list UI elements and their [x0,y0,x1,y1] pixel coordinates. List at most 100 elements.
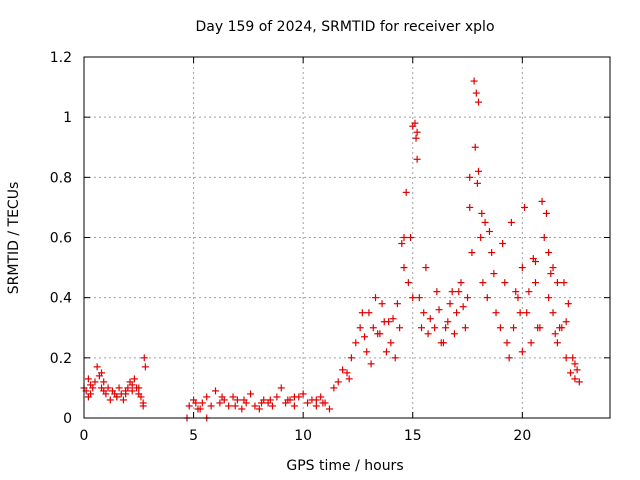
data-point [422,264,430,272]
data-point [251,402,259,410]
grid-lines [84,57,610,418]
data-point [396,324,404,332]
data-point [312,402,320,410]
data-point [91,378,99,386]
data-point [212,387,219,395]
data-point [455,288,463,296]
y-tick-label: 0.6 [50,231,72,247]
data-point [382,348,390,356]
data-point [475,167,482,175]
data-point [135,384,143,392]
data-point [459,303,467,311]
x-tick-label: 20 [513,428,531,444]
data-point [567,369,575,377]
data-point [556,324,564,332]
data-point [420,309,428,317]
data-point [446,300,454,308]
data-point [562,354,570,362]
data-point [240,396,248,404]
data-point [461,324,469,332]
data-point [418,324,426,332]
data-point [413,155,421,163]
data-point [98,369,106,377]
data-point [518,348,526,356]
data-point [229,393,237,401]
data-point [521,203,529,211]
data-point [290,402,298,410]
data-point [122,387,130,395]
data-point [185,402,193,410]
data-point [542,209,550,217]
data-point [247,390,255,398]
data-point [437,339,445,347]
data-point [141,363,149,371]
data-point [551,330,559,338]
data-point [317,393,325,401]
data-point [516,309,524,317]
data-point [553,339,561,347]
data-point [468,249,476,257]
data-point [475,98,482,106]
data-point [510,324,518,332]
data-point [442,324,450,332]
x-tick-label: 0 [80,428,89,444]
data-point [238,405,246,413]
data-point [492,309,500,317]
data-point [431,324,439,332]
data-point [277,384,285,392]
x-tick-label: 5 [189,428,198,444]
y-tick-label: 0.8 [50,170,72,186]
y-tick-label: 0 [63,411,72,427]
data-point [128,387,136,395]
plot-frame [83,56,611,419]
data-point [545,294,553,302]
data-point [527,339,535,347]
data-point [115,384,123,392]
data-point [435,306,443,314]
data-point [501,279,509,287]
data-point [87,381,95,389]
data-point [398,240,406,248]
data-point [531,279,539,287]
data-point [464,294,472,302]
data-point [347,354,355,362]
data-point [466,203,474,211]
data-point [140,354,148,362]
data-point [119,396,127,404]
data-point [102,390,110,398]
data-point [137,393,145,401]
data-point [319,399,327,407]
data-point [273,393,281,401]
data-point [345,375,353,383]
data-point [361,333,369,341]
data-point [284,396,292,404]
data-point [472,89,480,97]
data-point [470,77,478,85]
data-point [433,288,441,296]
y-tick-label: 1.2 [50,50,72,66]
data-point [304,399,312,407]
data-point [549,309,557,317]
data-point [407,234,415,241]
data-point [365,309,373,317]
data-point [389,315,397,323]
data-point [299,390,307,398]
x-tick-labels: 0 5 10 15 20 [80,428,532,444]
data-point [312,396,320,404]
data-point [503,339,511,347]
data-point [453,309,461,317]
data-point [380,318,388,326]
data-point [93,363,101,371]
data-point [483,294,491,302]
data-point [457,279,465,287]
data-point [268,402,276,410]
data-point [553,279,561,287]
y-tick-label: 0.2 [50,351,72,367]
data-point [523,309,531,317]
data-point [571,375,579,383]
y-tick-label: 0.4 [50,291,72,307]
y-tick-labels: 0 0.2 0.4 0.6 0.8 1 1.2 [50,50,72,427]
data-point [496,324,504,332]
data-point [376,330,384,338]
data-point [196,405,204,413]
